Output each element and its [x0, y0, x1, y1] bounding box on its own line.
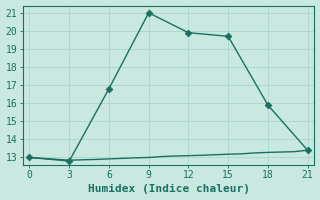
X-axis label: Humidex (Indice chaleur): Humidex (Indice chaleur) — [88, 184, 250, 194]
